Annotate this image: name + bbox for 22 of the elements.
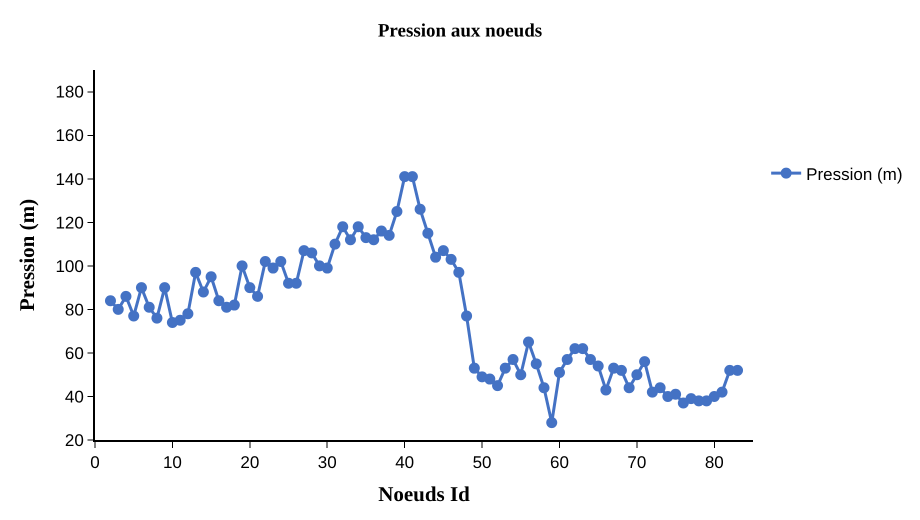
- x-tick-label: 40: [395, 453, 414, 472]
- x-tick-label: 0: [90, 453, 100, 472]
- legend-label: Pression (m): [806, 164, 903, 184]
- y-tick-label: 40: [64, 387, 84, 406]
- y-tick-label: 120: [55, 213, 84, 232]
- x-tick-label: 10: [162, 453, 182, 472]
- y-tick-label: 180: [55, 82, 84, 102]
- x-tick-label: 60: [550, 453, 569, 472]
- x-tick-label: 30: [318, 453, 337, 472]
- y-axis-title: Pression (m): [15, 198, 40, 312]
- x-tick-label: 80: [704, 453, 724, 472]
- chart-title: Pression aux noeuds: [378, 20, 542, 42]
- x-tick-label: 50: [472, 453, 492, 472]
- x-tick-label: 70: [627, 453, 646, 472]
- x-axis-title: Noeuds Id: [378, 482, 470, 506]
- y-tick-label: 80: [64, 300, 84, 320]
- y-tick-label: 100: [55, 256, 84, 276]
- x-tick-label: 20: [240, 453, 260, 472]
- y-tick-label: 20: [64, 430, 84, 450]
- y-tick-label: 140: [55, 170, 84, 189]
- y-tick-label: 160: [55, 126, 84, 146]
- y-tick-label: 60: [64, 344, 84, 363]
